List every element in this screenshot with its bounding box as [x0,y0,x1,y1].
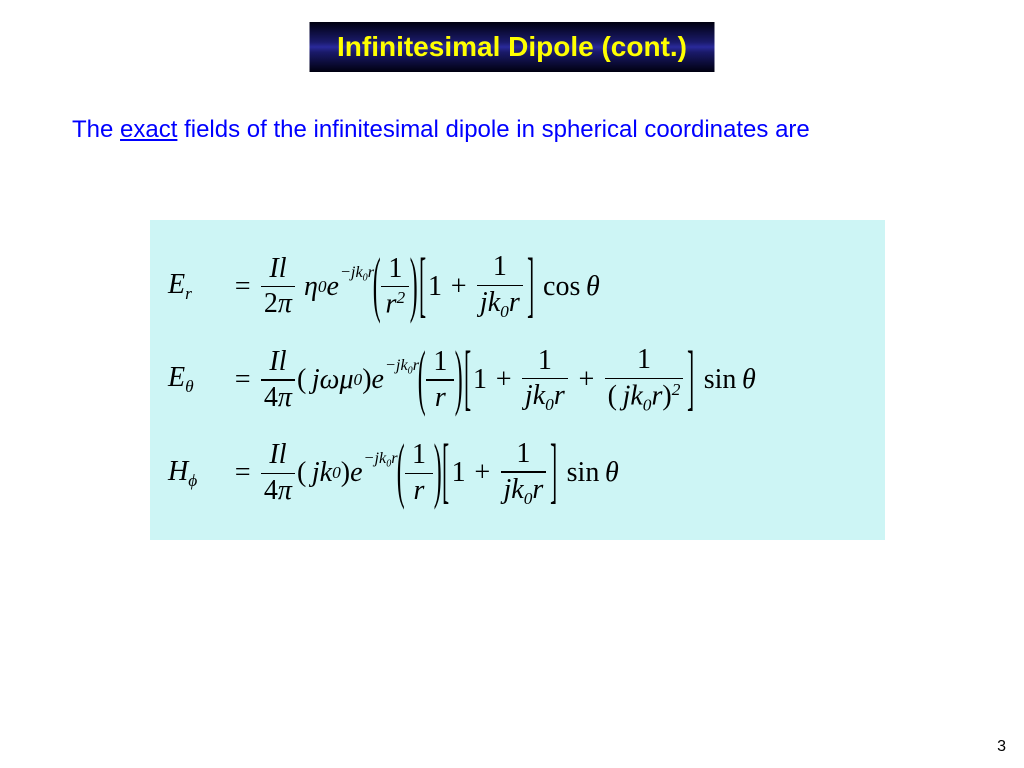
frac-Il-4pi: Il 4π [261,346,295,414]
title-banner: Infinitesimal Dipole (cont.) [310,22,715,72]
intro-sentence: The exact fields of the infinitesimal di… [72,116,810,144]
sub-theta: θ [185,378,194,397]
page-number: 3 [997,738,1006,756]
sym-e: e [327,271,339,303]
frac-1-jk0r: 1 jk0r [477,251,523,322]
sym-E: E [168,269,185,300]
sym-H: H [168,456,188,487]
sym-E: E [168,362,185,393]
sym-cos: cos [543,271,580,303]
sub-r: r [185,284,192,303]
sub-phi: ϕ [188,471,197,490]
frac-1-r: 1 r [426,346,454,414]
sym-theta: θ [586,271,600,303]
sym-sin: sin [704,364,737,396]
sentence-pre: The [72,116,120,143]
sym-omega: ω [320,364,340,396]
frac-1-jk0r-sq: 1 ( jk0r)2 [605,344,684,415]
sentence-underlined: exact [120,116,177,143]
frac-Il-2pi: Il 2π [261,253,295,321]
slide-title: Infinitesimal Dipole (cont.) [337,31,687,63]
equation-Er: Er = Il 2π η0 e−jk0r ( 1 r2 ) [ 1 + 1 jk… [168,242,867,332]
sentence-post: fields of the infinitesimal dipole in sp… [177,116,809,143]
equation-Hphi: Hϕ = Il 4π ( jk0) e−jk0r ( 1 r ) [ 1 + 1… [168,428,867,518]
equations-box: Er = Il 2π η0 e−jk0r ( 1 r2 ) [ 1 + 1 jk… [150,220,885,540]
frac-1-r2: 1 r2 [381,253,409,321]
sym-mu: μ [339,364,353,396]
equation-Etheta: Eθ = Il 4π ( jωμ0) e−jk0r ( 1 r ) [ 1 + … [168,335,867,425]
sym-eq: = [233,271,252,303]
sym-eta: η [304,271,318,303]
